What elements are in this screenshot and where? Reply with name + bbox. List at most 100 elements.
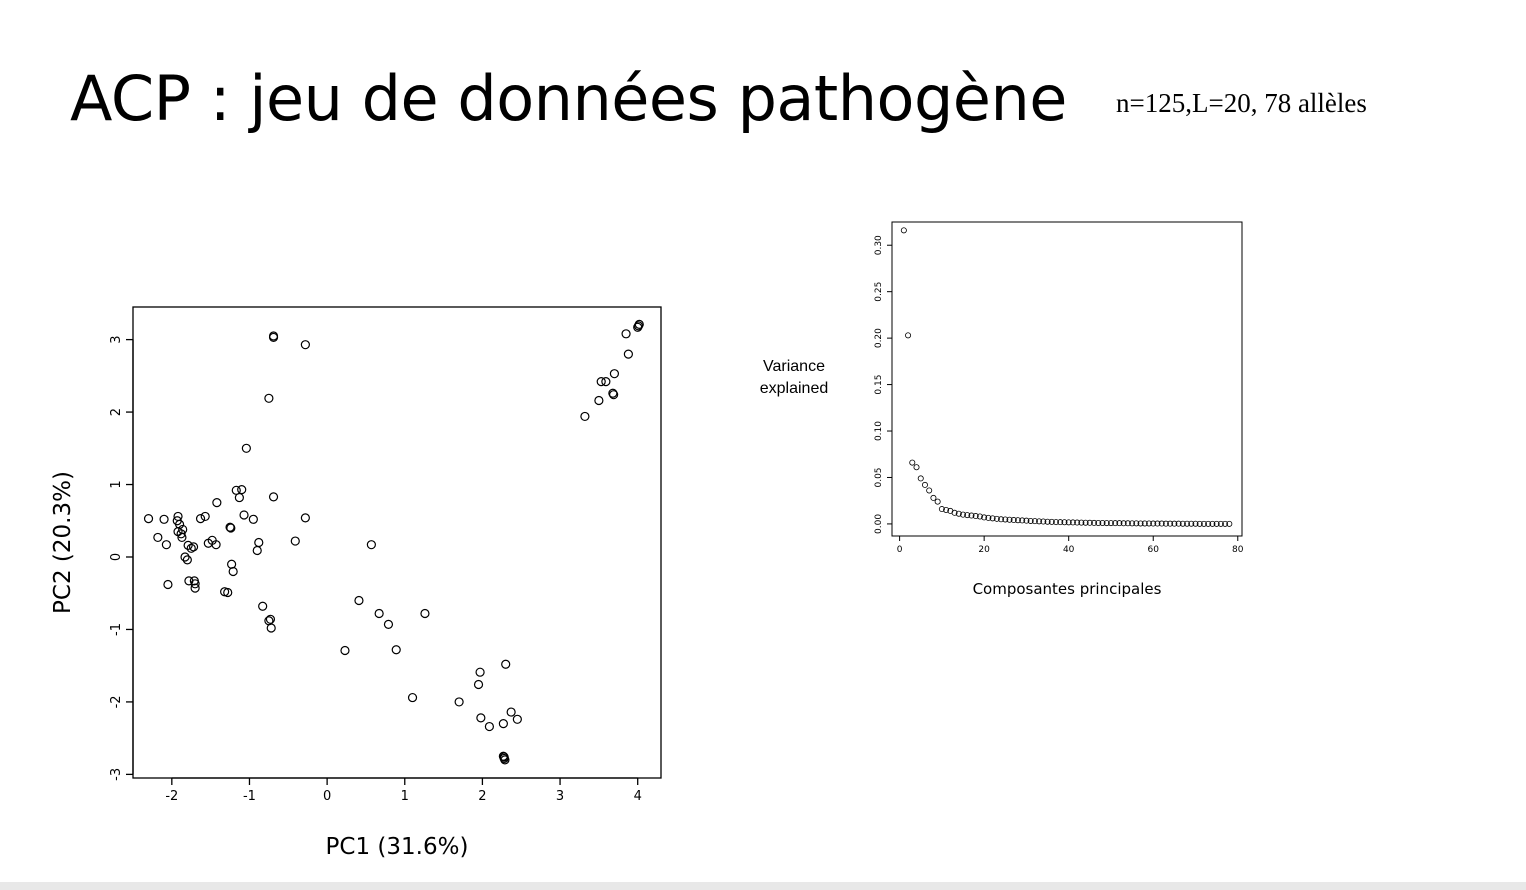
y-tick-label: -2 xyxy=(109,695,124,708)
data-point xyxy=(176,529,186,539)
data-point xyxy=(960,511,967,518)
data-point xyxy=(475,667,485,677)
data-point xyxy=(1129,520,1136,527)
data-point xyxy=(182,555,192,565)
data-point xyxy=(1217,520,1224,527)
data-point xyxy=(926,487,933,494)
x-tick-label: 0 xyxy=(897,545,903,555)
data-point xyxy=(621,329,631,339)
data-point xyxy=(1053,519,1060,526)
data-point xyxy=(1137,520,1144,527)
data-point xyxy=(972,513,979,520)
data-point xyxy=(1133,520,1140,527)
data-point xyxy=(1141,520,1148,527)
data-point xyxy=(143,513,154,524)
data-point xyxy=(1188,520,1195,527)
y-tick-label: -1 xyxy=(109,623,124,636)
data-point xyxy=(1146,520,1153,527)
slide-title: ACP : jeu de données pathogène xyxy=(70,62,1067,135)
data-point xyxy=(190,579,200,589)
data-point xyxy=(190,583,200,593)
data-point xyxy=(200,511,210,522)
data-point xyxy=(905,332,912,339)
data-point xyxy=(1086,519,1093,526)
data-point xyxy=(1124,520,1131,527)
x-tick-label: -1 xyxy=(243,789,256,804)
x-tick-label: 60 xyxy=(1148,545,1160,555)
data-point xyxy=(921,481,928,488)
data-point xyxy=(580,411,590,422)
data-point xyxy=(268,331,279,341)
data-point xyxy=(968,512,975,519)
data-point xyxy=(993,515,1000,522)
data-point xyxy=(234,492,244,503)
data-point xyxy=(407,692,418,703)
data-point xyxy=(1222,520,1229,527)
y-tick-label: 1 xyxy=(109,480,124,488)
data-point xyxy=(264,393,274,403)
data-point xyxy=(374,608,384,619)
y-tick-label: 0.30 xyxy=(874,235,884,255)
x-tick-label: 4 xyxy=(634,789,642,804)
data-point xyxy=(183,540,193,550)
data-point xyxy=(596,377,606,387)
data-point xyxy=(1150,520,1157,527)
data-point xyxy=(188,542,199,552)
data-point xyxy=(1057,519,1064,526)
data-point xyxy=(454,697,464,707)
data-point xyxy=(499,752,509,762)
data-point xyxy=(1019,517,1026,524)
y-tick-label: 2 xyxy=(109,408,124,416)
plot-frame xyxy=(891,221,1243,537)
data-point xyxy=(1023,517,1030,524)
y-tick-label: 0.20 xyxy=(874,328,884,348)
data-point xyxy=(943,506,950,513)
data-point xyxy=(223,587,233,598)
x-tick-label: 2 xyxy=(478,789,486,804)
data-point xyxy=(186,543,196,553)
data-point xyxy=(1112,520,1119,527)
data-point xyxy=(1226,520,1233,527)
data-point xyxy=(225,522,235,532)
data-point xyxy=(1014,517,1021,524)
y-tick-label: -3 xyxy=(109,768,124,781)
data-point xyxy=(258,601,268,611)
y-tick-label: 0.10 xyxy=(874,421,884,441)
data-point xyxy=(964,512,971,519)
data-point xyxy=(1171,520,1178,527)
data-point xyxy=(161,540,171,550)
data-point xyxy=(1107,520,1114,527)
data-point xyxy=(1213,520,1220,527)
data-point xyxy=(228,566,238,577)
data-point xyxy=(601,377,611,387)
data-point xyxy=(1154,520,1161,527)
slide-bottom-bar xyxy=(0,882,1526,890)
data-point xyxy=(594,395,604,406)
data-point xyxy=(1200,520,1207,527)
data-point xyxy=(212,498,222,508)
data-point xyxy=(153,532,163,543)
data-point xyxy=(998,516,1005,523)
data-point xyxy=(1103,520,1110,527)
data-point xyxy=(476,713,486,723)
x-tick-label: 3 xyxy=(556,789,564,804)
x-tick-label: 20 xyxy=(978,545,990,555)
y-tick-label: 0.25 xyxy=(874,282,884,302)
data-point xyxy=(623,349,633,359)
data-point xyxy=(1006,516,1013,523)
y-tick-label: 0 xyxy=(109,553,124,561)
data-point xyxy=(1192,520,1199,527)
data-point xyxy=(1040,518,1047,525)
data-point xyxy=(265,614,276,624)
data-point xyxy=(1184,520,1191,527)
data-point xyxy=(1120,520,1127,527)
x-tick-label: 40 xyxy=(1063,545,1075,555)
data-point xyxy=(1044,518,1051,525)
data-point xyxy=(976,513,983,520)
data-point xyxy=(420,608,430,619)
data-point xyxy=(241,443,251,453)
data-point xyxy=(1002,516,1009,523)
data-point xyxy=(1162,520,1169,527)
